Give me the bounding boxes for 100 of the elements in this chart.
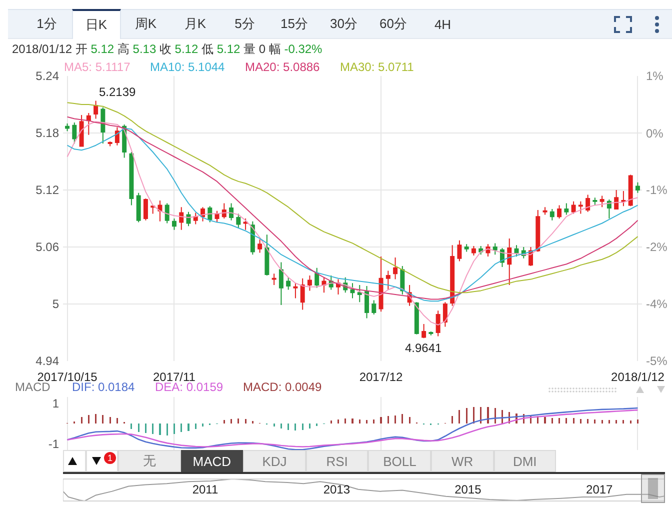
candlestick (229, 202, 234, 221)
candlestick (457, 240, 462, 262)
candlestick (621, 190, 626, 207)
candlestick (72, 122, 77, 144)
y-tick-label: 5 (52, 297, 60, 312)
y-tick-label: 5.24 (36, 69, 60, 84)
y-tick-label: 1 (52, 396, 60, 410)
candlestick (586, 194, 590, 212)
candlestick (114, 126, 120, 146)
candlestick (492, 242, 498, 256)
tab-label: 30分 (329, 15, 358, 33)
candlestick (307, 275, 312, 292)
candlestick (286, 276, 291, 290)
y2-tick-label: -2% (646, 240, 668, 254)
text: MA20: 5.0886 (245, 60, 320, 74)
candlestick (442, 302, 448, 328)
candlestick (300, 278, 305, 310)
tab: 无 (118, 450, 181, 472)
candlestick (208, 206, 212, 223)
candlestick (436, 310, 440, 337)
annotation: 4.9641 (405, 341, 442, 355)
tab-label: 周K (134, 15, 158, 33)
y-tick-label: 5.18 (36, 126, 60, 140)
tab: BOLL (368, 450, 431, 472)
candlestick (400, 266, 405, 295)
candlestick (278, 262, 284, 306)
candlestick (514, 244, 519, 257)
candlestick (600, 195, 604, 208)
text: MACD: 0.0049 (243, 380, 322, 394)
candlestick (108, 141, 112, 147)
candlestick (578, 200, 583, 214)
candlestick (100, 106, 106, 144)
candlestick (179, 206, 184, 230)
candlestick (272, 273, 276, 286)
candlestick (86, 112, 91, 136)
x-tick-label: 2015 (454, 482, 482, 497)
y2-tick-label: 1% (646, 69, 664, 84)
x-tick-label: 2018/1/12 (611, 370, 665, 384)
candlestick (364, 285, 370, 319)
candlestick (314, 267, 320, 288)
tab: MACD (180, 450, 244, 472)
y-tick-label: 4.94 (36, 354, 60, 368)
candlestick (193, 212, 198, 225)
candlestick (250, 220, 255, 256)
tab-label: 15分 (280, 15, 309, 33)
candlestick (592, 197, 598, 206)
candlestick (557, 204, 562, 219)
candlestick (614, 190, 619, 210)
candlestick (129, 152, 134, 206)
x-tick-label: 2011 (192, 482, 218, 497)
candlestick (143, 198, 148, 221)
text: MA5: 5.1117 (64, 60, 131, 74)
y-tick-label: 5.12 (36, 183, 60, 198)
annotation: 5.2139 (99, 85, 136, 99)
x-tick-label: 2017 (586, 482, 614, 497)
candlestick (378, 256, 384, 312)
tab: RSI (306, 450, 368, 472)
candlestick (564, 202, 569, 216)
candlestick (158, 200, 162, 222)
candlestick (79, 114, 84, 147)
x-tick-label: 2013 (323, 482, 350, 497)
candlestick (150, 204, 156, 214)
y2-tick-label: -5% (646, 354, 668, 368)
candlestick (386, 270, 390, 290)
candlestick (422, 323, 426, 339)
candlestick (372, 300, 376, 315)
candlestick (264, 234, 270, 276)
tab: KDJ (243, 450, 306, 472)
candlestick (136, 192, 141, 223)
y2-tick-label: 0% (646, 126, 664, 140)
candlestick (550, 208, 554, 221)
candlestick (94, 100, 98, 120)
y-tick-label: 5.06 (36, 240, 60, 254)
candlestick (222, 202, 226, 219)
y2-tick-label: -1% (646, 182, 668, 197)
candlestick (471, 246, 476, 256)
tab-label: 月K (183, 15, 208, 33)
candlestick (172, 218, 176, 230)
candlestick (236, 213, 241, 228)
tab: WR (431, 450, 494, 472)
y-tick-label: -1 (48, 437, 60, 452)
text: MA30: 5.0711 (340, 60, 414, 74)
candlestick (464, 244, 469, 252)
candlestick (357, 284, 362, 303)
candlestick (606, 199, 612, 219)
candlestick (507, 238, 512, 286)
candlestick (65, 123, 70, 132)
y2-tick-label: -4% (646, 297, 668, 312)
text: 2018/01/12 开 5.12 高 5.13 收 5.12 低 5.12 量 0 幅 -0.32% (12, 42, 322, 56)
candlestick (350, 282, 355, 299)
candlestick (293, 282, 298, 299)
candlestick (571, 200, 576, 214)
candlestick (414, 302, 419, 335)
tab-label: 4H (433, 16, 452, 34)
candlestick (322, 276, 326, 294)
candlestick (635, 182, 640, 194)
candlestick (542, 206, 548, 216)
x-tick-label: 2017/12 (359, 370, 404, 384)
candlestick (536, 209, 540, 252)
tab-label: 60分 (378, 15, 408, 33)
